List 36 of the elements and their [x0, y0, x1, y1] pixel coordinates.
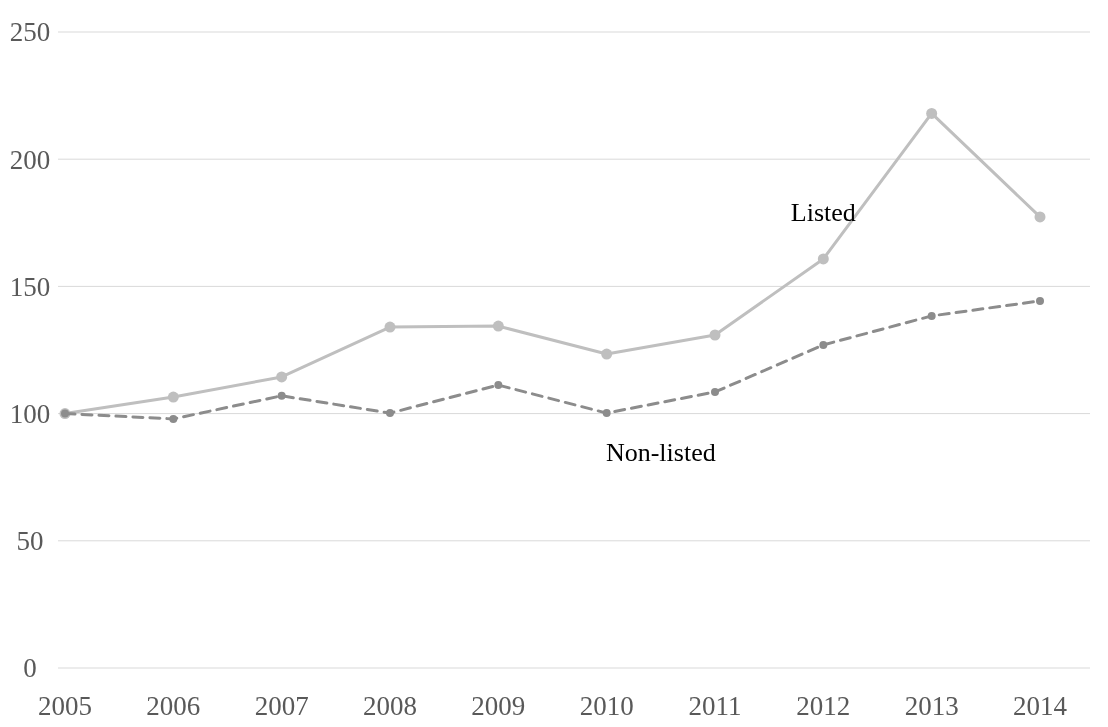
x-tick-label: 2009: [471, 691, 526, 722]
x-tick-label: 2014: [1013, 691, 1068, 722]
series-label: Non-listed: [605, 437, 716, 467]
y-tick-label: 0: [23, 653, 37, 684]
point: [602, 409, 611, 418]
point: [492, 320, 504, 332]
point: [817, 253, 829, 265]
point: [167, 391, 179, 403]
y-tick-label: 100: [9, 399, 51, 430]
point: [601, 348, 613, 360]
x-tick-label: 2012: [796, 691, 851, 722]
point: [1034, 211, 1046, 223]
point: [494, 381, 503, 390]
point: [276, 371, 288, 383]
y-tick-label: 250: [9, 17, 51, 48]
point: [711, 387, 719, 396]
x-tick-label: 2010: [579, 691, 634, 722]
x-tick-label: 2005: [38, 691, 92, 722]
y-tick-label: 150: [9, 271, 51, 302]
y-tick-label: 50: [16, 526, 44, 557]
point: [277, 391, 286, 400]
point: [1036, 296, 1044, 305]
y-tick-label: 200: [9, 144, 51, 175]
x-tick-label: 2011: [688, 691, 742, 722]
series-label: Listed: [790, 197, 856, 227]
x-tick-label: 2007: [254, 691, 309, 722]
point: [709, 329, 721, 341]
x-tick-label: 2008: [363, 691, 417, 722]
point: [819, 340, 828, 349]
point: [926, 107, 938, 119]
point: [384, 321, 396, 333]
x-tick-label: 2013: [904, 691, 959, 722]
point: [169, 414, 178, 423]
point: [386, 409, 394, 418]
x-tick-label: 2006: [146, 691, 201, 722]
point: [927, 311, 936, 320]
